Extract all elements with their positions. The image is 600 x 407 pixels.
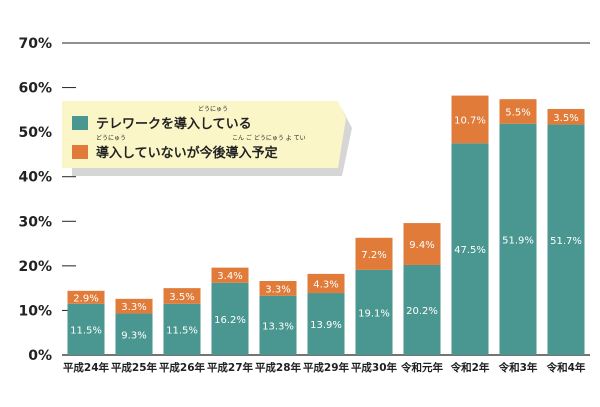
bar-segment-implemented [355, 269, 393, 355]
data-label: 9.3% [121, 330, 146, 341]
y-tick-label: 60% [18, 81, 52, 97]
x-tick-label: 平成28年 [255, 361, 302, 374]
data-label: 51.9% [502, 235, 534, 246]
bars: 11.5% 2.9% 9.3% 3.3% 11.5% 3.5% 16.2% 3.4% 13.3%… [67, 95, 585, 356]
bar-segment-implemented [115, 313, 153, 355]
data-label: 3.3% [265, 284, 290, 295]
y-tick-label: 20% [18, 259, 52, 275]
bar-segment-planned [163, 288, 201, 304]
data-label: 11.5% [70, 325, 102, 336]
y-tick-label: 0% [28, 348, 52, 364]
x-axis: 平成24年 平成25年 平成26年 平成27年 平成28年 平成29年 平成30年 令和元年令… [63, 361, 586, 374]
x-tick-label: 平成26年 [159, 361, 206, 374]
bar-segment-planned [211, 267, 249, 283]
data-label: 13.9% [310, 320, 342, 331]
bar-segment-implemented [547, 124, 585, 356]
y-axis: 0% 10% 20% 30% 40% 50% 60% 70% [18, 36, 590, 364]
x-tick-label: 平成30年 [351, 361, 398, 374]
data-label: 10.7% [454, 115, 486, 126]
data-label: 19.1% [358, 308, 390, 319]
legend-ruby-series0: どうにゅう [198, 105, 228, 113]
x-tick-label: 平成25年 [111, 361, 158, 374]
data-label: 3.5% [553, 113, 578, 124]
data-label: 5.5% [505, 107, 530, 118]
legend-label-series0: テレワークを導入している [96, 116, 252, 132]
data-label: 2.9% [73, 293, 98, 304]
x-tick-label: 平成29年 [303, 361, 350, 374]
data-label: 9.4% [409, 240, 434, 251]
y-tick-label: 30% [18, 214, 52, 230]
bar-segment-implemented [259, 295, 297, 355]
bar-segment-planned [67, 290, 105, 304]
y-tick-label: 70% [18, 36, 52, 52]
bar-segment-implemented [211, 282, 249, 355]
data-label: 16.2% [214, 315, 246, 326]
bar-segment-implemented [403, 264, 441, 355]
data-label: 51.7% [550, 236, 582, 247]
x-tick-label: 令和3年 [498, 361, 538, 374]
y-tick-label: 50% [18, 125, 52, 141]
x-tick-label: 令和2年 [450, 361, 490, 374]
bar-segment-implemented [499, 123, 537, 355]
data-label: 3.5% [169, 292, 194, 303]
legend-swatch-teal [72, 116, 88, 130]
y-tick-label: 10% [18, 303, 52, 319]
bar-segment-planned [355, 237, 393, 270]
bar-segment-planned [499, 99, 537, 124]
bar-segment-implemented [451, 143, 489, 355]
legend-box [62, 101, 346, 168]
bar-segment-planned [403, 223, 441, 265]
bar-segment-planned [547, 108, 585, 125]
data-label: 3.3% [121, 302, 146, 313]
data-label: 4.3% [313, 279, 338, 290]
legend-label-series1: 導入していないが今後導入予定 [96, 145, 278, 161]
x-tick-label: 令和元年 [400, 361, 443, 374]
bar-segment-implemented [163, 303, 201, 355]
bar-segment-planned [451, 95, 489, 144]
bar-segment-implemented [67, 303, 105, 355]
legend: どうにゅう テレワークを導入している どうにゅう こん ご どうにゅう よ てい… [62, 101, 352, 176]
data-label: 20.2% [406, 306, 438, 317]
data-label: 7.2% [361, 250, 386, 261]
data-label: 3.4% [217, 271, 242, 282]
bar-segment-planned [307, 273, 345, 294]
bar-segment-implemented [307, 293, 345, 355]
data-label: 13.3% [262, 321, 294, 332]
x-tick-label: 令和4年 [546, 361, 586, 374]
legend-ruby-series1-a: どうにゅう [96, 134, 126, 142]
x-tick-label: 平成27年 [207, 361, 254, 374]
legend-ruby-series1-b: こん ご どうにゅう よ てい [232, 134, 306, 142]
y-tick-label: 40% [18, 170, 52, 186]
data-label: 11.5% [166, 325, 198, 336]
bar-segment-planned [259, 281, 297, 296]
bar-segment-planned [115, 298, 153, 314]
legend-swatch-orange [72, 145, 88, 159]
data-label: 47.5% [454, 245, 486, 256]
x-tick-label: 平成24年 [63, 361, 110, 374]
